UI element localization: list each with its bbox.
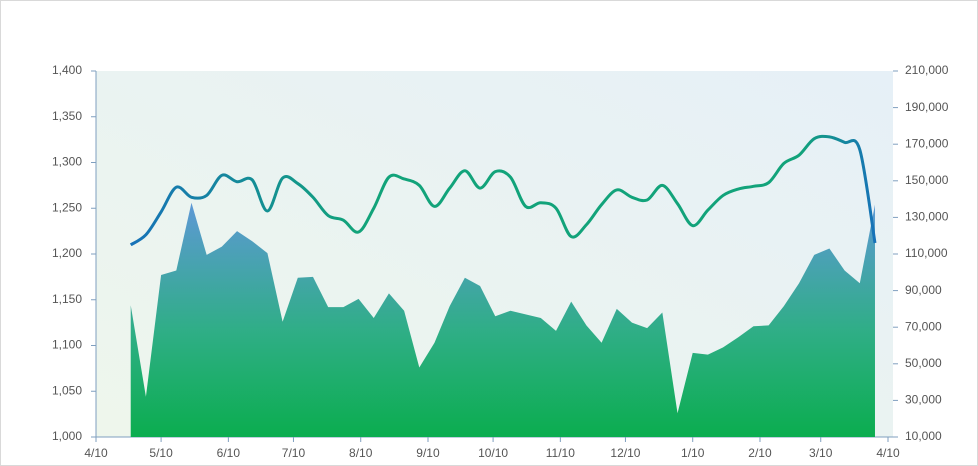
x-tick-label: 11/10 xyxy=(546,446,575,460)
y-tick-label: 1,000 xyxy=(52,429,82,443)
y2-tick-label: 130,000 xyxy=(905,210,949,224)
y2-tick-label: 30,000 xyxy=(905,393,942,407)
x-tick-label: 3/10 xyxy=(809,446,833,460)
x-tick-label: 4/10 xyxy=(84,446,108,460)
x-tick-label: 10/10 xyxy=(478,446,508,460)
y2-tick-label: 50,000 xyxy=(905,356,942,370)
x-tick-label: 6/10 xyxy=(217,446,241,460)
area xyxy=(130,202,875,437)
x-tick-label: 1/10 xyxy=(681,446,705,460)
y2-tick-label: 110,000 xyxy=(905,246,948,260)
y-tick-label: 1,250 xyxy=(52,200,82,214)
x-tick-label: 8/10 xyxy=(349,446,373,460)
y-tick-label: 1,200 xyxy=(52,246,82,260)
x-tick-label: 7/10 xyxy=(282,446,306,460)
x-tick-label: 12/10 xyxy=(610,446,640,460)
y-tick-label: 1,100 xyxy=(52,338,82,352)
y2-tick-label: 190,000 xyxy=(905,100,949,114)
x-tick-label: 9/10 xyxy=(416,446,440,460)
x-tick-label: 5/10 xyxy=(149,446,173,460)
y2-tick-label: 150,000 xyxy=(905,173,949,187)
y2-tick-label: 170,000 xyxy=(905,136,949,150)
y-tick-label: 1,350 xyxy=(52,109,82,123)
y-tick-label: 1,300 xyxy=(52,155,82,169)
y2-tick-label: 210,000 xyxy=(905,63,949,77)
line xyxy=(129,134,877,247)
y-tick-label: 1,150 xyxy=(52,292,82,306)
y2-tick-label: 90,000 xyxy=(905,283,942,297)
x-tick-label: 4/10 xyxy=(876,446,900,460)
y2-tick-label: 10,000 xyxy=(905,429,942,443)
y-tick-label: 1,400 xyxy=(52,63,82,77)
y2-tick-label: 70,000 xyxy=(905,319,942,333)
x-tick-label: 2/10 xyxy=(748,446,772,460)
y-tick-label: 1,050 xyxy=(52,383,82,397)
